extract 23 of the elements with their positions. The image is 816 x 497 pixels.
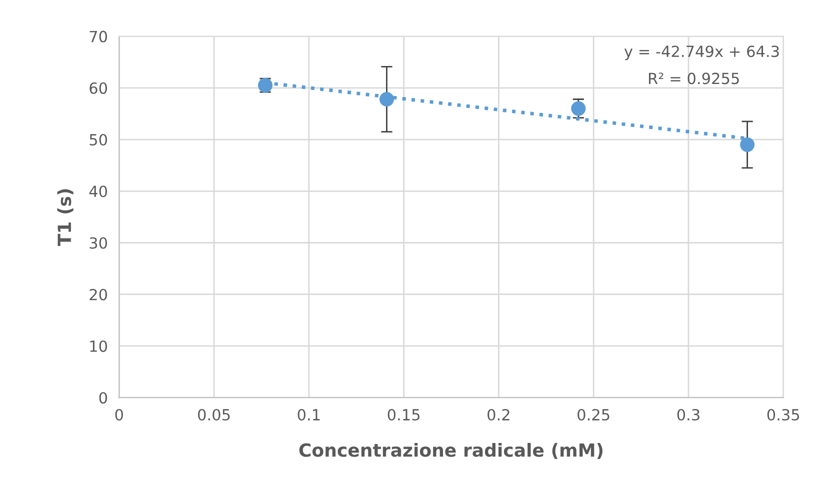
y-tick-label: 70 bbox=[90, 30, 108, 42]
x-tick-label: 0 bbox=[115, 408, 123, 421]
y-tick-label: 60 bbox=[90, 82, 108, 94]
x-tick-label: 0.25 bbox=[578, 408, 610, 421]
x-axis-title: Concentrazione radicale (mM) bbox=[299, 442, 602, 460]
point bbox=[571, 101, 586, 116]
y-tick-label: 20 bbox=[90, 288, 108, 300]
annotation: R² = 0.9255 bbox=[648, 72, 739, 84]
annotation: y = -42.749x + 64.3 bbox=[624, 46, 779, 60]
x-tick-label: 0.2 bbox=[488, 408, 510, 421]
y-tick-label: 40 bbox=[89, 186, 108, 198]
y-tick-label: 30 bbox=[90, 237, 108, 249]
x-tick-label: 0.05 bbox=[198, 408, 230, 421]
y-tick-label: 0 bbox=[99, 392, 108, 404]
x-tick-label: 0.15 bbox=[388, 408, 420, 421]
point bbox=[379, 92, 394, 107]
x-tick-label: 0.1 bbox=[298, 408, 320, 421]
point bbox=[740, 137, 755, 152]
x-tick-label: 0.3 bbox=[677, 408, 700, 421]
y-tick-label: 10 bbox=[90, 340, 108, 352]
y-tick-label: 50 bbox=[90, 134, 108, 146]
y-axis-title: T1 (s) bbox=[57, 189, 74, 246]
x-tick-label: 0.35 bbox=[767, 408, 800, 421]
